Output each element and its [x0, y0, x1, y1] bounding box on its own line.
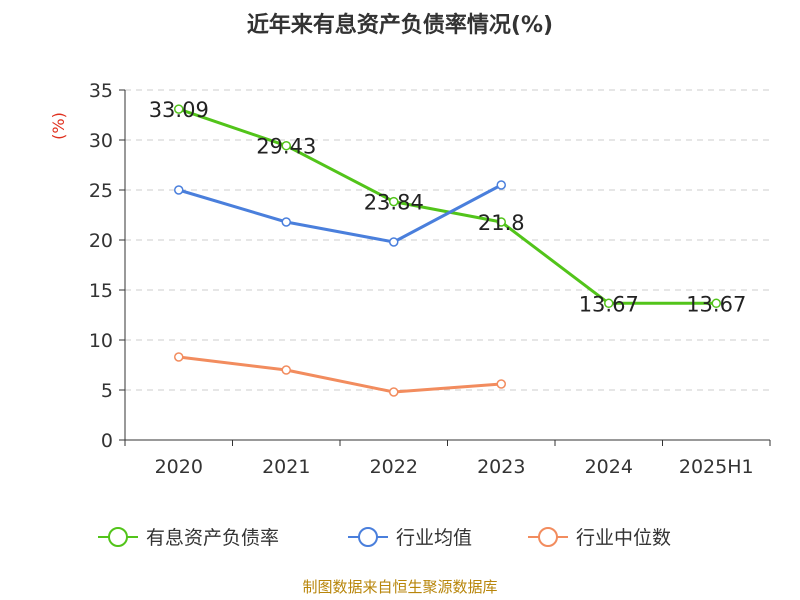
data-label: 29.43 — [256, 135, 316, 159]
y-tick-label: 5 — [101, 380, 113, 402]
legend-marker — [108, 527, 128, 547]
legend: 有息资产负债率 行业均值 行业中位数 — [98, 527, 671, 549]
data-label: 13.67 — [686, 292, 746, 316]
y-tick-label: 0 — [101, 430, 113, 452]
legend-label: 行业均值 — [396, 527, 472, 549]
y-tick-label: 10 — [89, 330, 113, 352]
data-point — [174, 185, 184, 195]
series-line-3 — [178, 355, 502, 394]
x-tick-label: 2024 — [585, 456, 633, 478]
source-note: 制图数据来自恒生聚源数据库 — [302, 578, 497, 596]
legend-marker — [538, 527, 558, 547]
data-label: 23.84 — [364, 191, 424, 215]
data-point — [604, 298, 614, 309]
x-tick-label: 2021 — [262, 456, 310, 478]
x-tick-label: 2025H1 — [679, 456, 754, 478]
data-point — [174, 104, 184, 114]
series-line-2 — [178, 183, 502, 244]
data-point — [496, 180, 506, 190]
y-axis-unit-label: (%) — [49, 112, 68, 140]
x-tick-label: 2023 — [477, 456, 525, 478]
legend-label: 有息资产负债率 — [146, 527, 279, 549]
data-point — [389, 196, 399, 207]
data-point — [711, 298, 721, 309]
axes: 0 5 10 15 20 25 30 35 2020 2021 2022 2023 2024 2025H1 — [89, 80, 771, 478]
x-tick-label: 2020 — [155, 456, 203, 478]
data-point — [281, 217, 291, 227]
data-point — [496, 379, 506, 389]
chart-title: 近年来有息资产负债率情况(%) — [247, 12, 553, 38]
x-tick-label: 2022 — [370, 456, 418, 478]
y-tick-label: 30 — [89, 130, 113, 152]
gridlines — [125, 89, 770, 391]
data-point — [389, 387, 399, 397]
series-line-1 — [178, 107, 717, 305]
y-tick-label: 15 — [89, 280, 113, 302]
data-labels: 33.09 29.43 23.84 21.8 13.67 13.67 — [149, 98, 747, 316]
legend-label: 行业中位数 — [576, 527, 671, 549]
y-tick-label: 35 — [89, 80, 113, 102]
data-label: 33.09 — [149, 98, 209, 122]
legend-marker — [358, 527, 378, 547]
data-label: 21.8 — [478, 211, 525, 235]
data-point — [174, 352, 184, 362]
data-label: 13.67 — [579, 292, 639, 316]
data-point — [496, 217, 506, 227]
y-tick-label: 25 — [89, 180, 113, 202]
data-point — [281, 140, 291, 151]
series-lines — [174, 104, 721, 397]
data-point — [281, 365, 291, 375]
y-tick-label: 20 — [89, 230, 113, 252]
data-point — [389, 237, 399, 247]
